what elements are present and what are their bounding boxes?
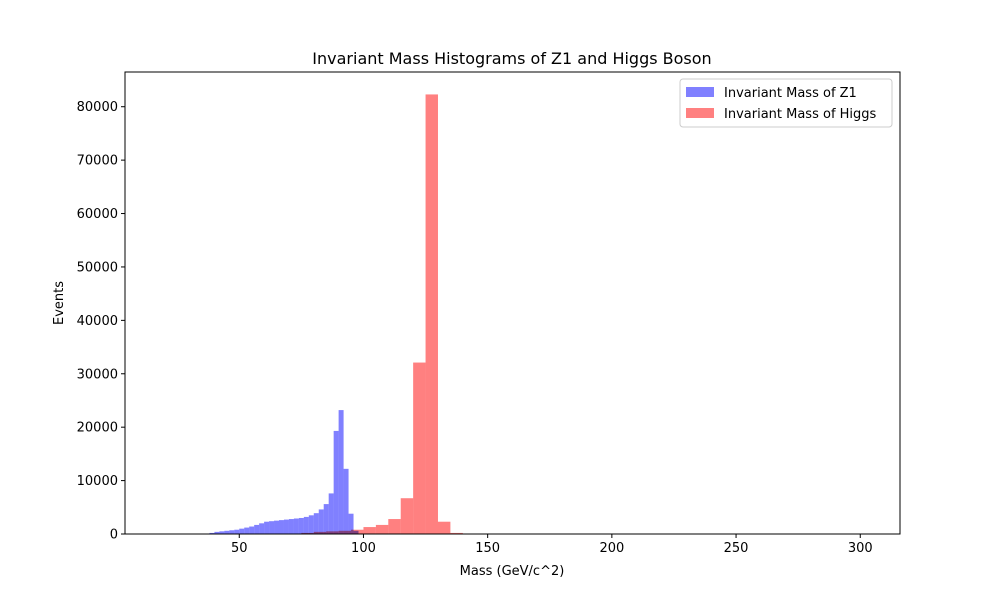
y-tick-label: 0 — [110, 528, 118, 543]
higgs-bar-11 — [437, 521, 451, 534]
z1-bar-0 — [209, 532, 215, 534]
x-tick-label: 300 — [848, 541, 873, 556]
bars-layer — [209, 94, 463, 534]
x-tick-label: 50 — [231, 541, 248, 556]
z1-bar-10 — [259, 523, 265, 534]
higgs-bar-6 — [375, 524, 389, 534]
z1-bar-25 — [333, 430, 339, 534]
higgs-bar-9 — [413, 362, 426, 534]
higgs-bar-4 — [351, 529, 364, 534]
z1-bar-6 — [239, 528, 245, 534]
z1-bar-7 — [244, 527, 250, 534]
z1-bar-18 — [298, 517, 304, 534]
legend: Invariant Mass of Z1 Invariant Mass of Hi… — [679, 78, 893, 128]
chart-title: Invariant Mass Histograms of Z1 and Higg… — [312, 49, 711, 68]
higgs-bar-5 — [363, 527, 376, 534]
z1-bar-14 — [279, 520, 284, 534]
z1-bar-2 — [219, 531, 225, 534]
z1-bar-28 — [348, 513, 354, 534]
z1-bar-5 — [234, 529, 240, 534]
z1-bar-3 — [224, 530, 230, 534]
higgs-bar-2 — [326, 531, 339, 534]
higgs-bar-8 — [400, 498, 414, 534]
legend-swatch-higgs — [686, 108, 714, 118]
x-tick-label: 200 — [599, 541, 624, 556]
z1-bar-15 — [283, 519, 289, 534]
z1-bar-20 — [308, 515, 314, 534]
y-tick-label: 30000 — [77, 367, 118, 382]
y-tick-label: 50000 — [77, 260, 118, 275]
higgs-bar-0 — [301, 532, 314, 534]
higgs-bar-1 — [313, 531, 327, 534]
z1-bar-11 — [264, 521, 270, 534]
x-axis-ticks: 50 100 150 200 250 300 — [231, 534, 873, 556]
z1-bar-17 — [293, 518, 299, 534]
z1-bar-16 — [288, 519, 294, 534]
z1-bar-23 — [323, 504, 329, 534]
z1-bar-9 — [254, 524, 260, 534]
z1-bar-13 — [274, 520, 280, 534]
z1-bar-19 — [303, 516, 309, 534]
z1-bar-27 — [343, 468, 349, 534]
y-tick-label: 10000 — [77, 474, 118, 489]
x-axis-label: Mass (GeV/c^2) — [460, 564, 565, 579]
higgs-bar-12 — [450, 532, 463, 534]
higgs-bar-3 — [338, 530, 352, 534]
x-tick-label: 100 — [351, 541, 376, 556]
y-tick-label: 60000 — [77, 207, 118, 222]
z1-bar-26 — [338, 410, 344, 534]
legend-label-higgs: Invariant Mass of Higgs — [724, 107, 877, 122]
y-tick-label: 20000 — [77, 421, 118, 436]
z1-bar-22 — [318, 509, 324, 534]
z1-bar-1 — [214, 531, 220, 534]
y-axis-label: Events — [52, 281, 67, 325]
x-tick-label: 150 — [475, 541, 500, 556]
z1-bar-12 — [269, 521, 275, 534]
x-tick-label: 250 — [724, 541, 749, 556]
legend-swatch-z1 — [686, 87, 714, 97]
z1-bar-8 — [249, 526, 255, 534]
y-tick-label: 80000 — [77, 100, 118, 115]
legend-box — [679, 78, 893, 128]
y-tick-label: 70000 — [77, 154, 118, 169]
z1-bar-24 — [328, 493, 334, 534]
legend-label-z1: Invariant Mass of Z1 — [724, 86, 857, 101]
z1-bar-4 — [229, 530, 235, 534]
plot-frame — [124, 71, 901, 535]
higgs-bar-7 — [388, 519, 401, 534]
y-axis-ticks: 0 10000 20000 30000 40000 50000 60000 70000 8000… — [77, 100, 125, 543]
z1-bar-21 — [313, 513, 319, 534]
y-tick-label: 40000 — [77, 314, 118, 329]
higgs-bar-10 — [425, 94, 438, 534]
